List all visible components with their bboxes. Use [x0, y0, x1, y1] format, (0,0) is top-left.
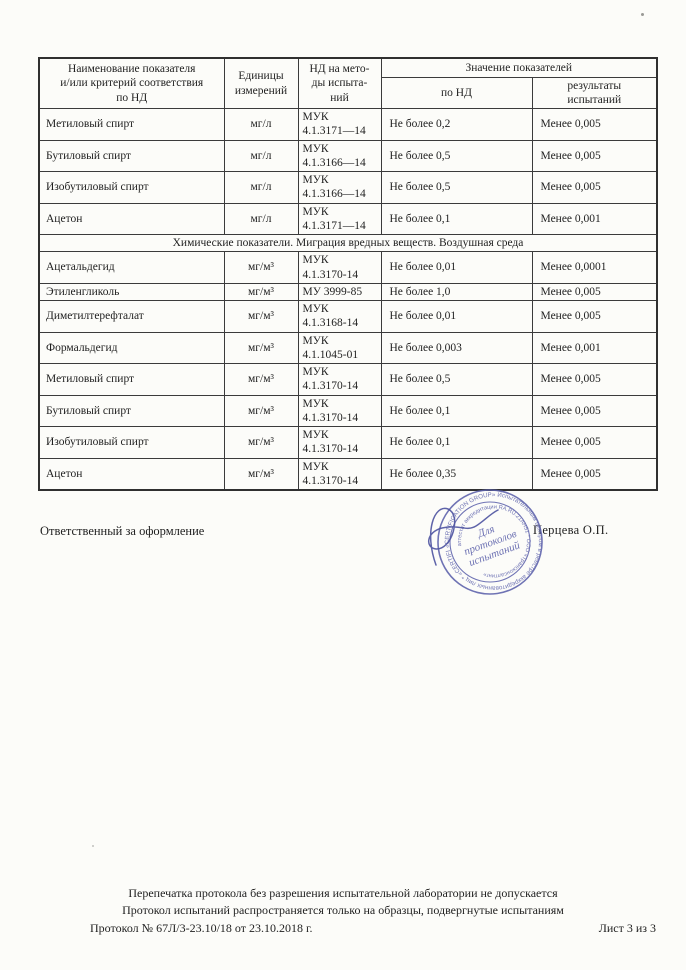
cell-norm: Не более 0,003 [380, 331, 533, 364]
cell-method: МУК 4.1.3170-14 [297, 426, 382, 459]
table-row: Метиловый спирт мг/л МУК 4.1.3171—14 Не бол… [38, 108, 658, 141]
cell-norm: Не более 0,5 [380, 139, 533, 172]
cell-result: Менее 0,001 [531, 202, 658, 235]
header-units: Единицы измерений [223, 57, 299, 109]
cell-norm: Не более 0,5 [380, 363, 533, 396]
header-method: НД на мето- ды испыта- ний [297, 57, 382, 109]
cell-method: МУК 4.1.3171—14 [297, 202, 382, 235]
cell-result: Менее 0,005 [531, 426, 658, 459]
handwritten-signature [428, 507, 499, 566]
table-row: Диметилтерефталат мг/м³ МУК 4.1.3168-14 Не … [38, 300, 658, 333]
results-table: Наименование показателя и/или критерий с… [38, 57, 659, 491]
cell-method: МУ 3999-85 [297, 282, 382, 302]
table-row: Этиленгликоль мг/м³ МУ 3999-85 Не более 1,0… [38, 282, 658, 302]
stamp-graphic: «CERTIFICATION GROUP» Испытательным цент… [401, 468, 550, 603]
cell-norm: Не более 0,1 [380, 202, 533, 235]
cell-method: МУК 4.1.3170-14 [297, 457, 382, 491]
cell-method: МУК 4.1.1045-01 [297, 331, 382, 364]
signer-name: Перцева О.П. [533, 523, 609, 537]
cell-norm: Не более 1,0 [380, 282, 533, 302]
section-row: Химические показатели. Миграция вредных … [38, 233, 658, 253]
cell-unit: мг/м³ [223, 426, 299, 459]
table-row: Бутиловый спирт мг/л МУК 4.1.3166—14 Не бол… [38, 139, 658, 172]
cell-result: Менее 0,001 [531, 331, 658, 364]
cell-norm: Не более 0,01 [380, 300, 533, 333]
cell-unit: мг/м³ [223, 394, 299, 427]
cell-name: Бутиловый спирт [38, 394, 225, 427]
cell-norm: Не более 0,01 [380, 251, 533, 284]
cell-method: МУК 4.1.3171—14 [297, 108, 382, 141]
header-by-nd: по НД [380, 76, 533, 109]
cell-result: Менее 0,0001 [531, 251, 658, 284]
section-header: Химические показатели. Миграция вредных … [38, 233, 658, 253]
cell-norm: Не более 0,5 [380, 171, 533, 204]
table-row: Ацетальдегид мг/м³ МУК 4.1.3170-14 Не более… [38, 251, 658, 284]
cell-result: Менее 0,005 [531, 171, 658, 204]
table-row: Ацетон мг/м³ МУК 4.1.3170-14 Не более 0,35 М… [38, 457, 658, 491]
cell-unit: мг/м³ [223, 331, 299, 364]
cell-norm: Не более 0,35 [380, 457, 533, 491]
scan-speck [92, 845, 94, 847]
cell-name: Диметилтерефталат [38, 300, 225, 333]
cell-unit: мг/м³ [223, 300, 299, 333]
sheet-number: Лист 3 из 3 [598, 921, 656, 935]
cell-unit: мг/л [223, 171, 299, 204]
cell-unit: мг/м³ [223, 282, 299, 302]
cell-unit: мг/м³ [223, 251, 299, 284]
cell-method: МУК 4.1.3170-14 [297, 363, 382, 396]
cell-name: Изобутиловый спирт [38, 171, 225, 204]
cell-unit: мг/л [223, 202, 299, 235]
cell-norm: Не более 0,1 [380, 426, 533, 459]
lab-stamp: «CERTIFICATION GROUP» Испытательным цент… [401, 468, 568, 605]
header-name: Наименование показателя и/или критерий с… [38, 57, 225, 109]
stamp-inner-circle [449, 501, 531, 583]
cell-unit: мг/м³ [223, 363, 299, 396]
cell-name: Ацетальдегид [38, 251, 225, 284]
cell-method: МУК 4.1.3166—14 [297, 139, 382, 172]
cell-result: Менее 0,005 [531, 363, 658, 396]
cell-unit: мг/л [223, 139, 299, 172]
cell-method: МУК 4.1.3170-14 [297, 394, 382, 427]
footer-note-1: Перепечатка протокола без разрешения исп… [128, 886, 558, 900]
scan-speck [641, 13, 644, 16]
cell-method: МУК 4.1.3168-14 [297, 300, 382, 333]
cell-method: МУК 4.1.3170-14 [297, 251, 382, 284]
cell-result: Менее 0,005 [531, 300, 658, 333]
cell-result: Менее 0,005 [531, 457, 658, 491]
table-row: Ацетон мг/л МУК 4.1.3171—14 Не более 0,1 Мен… [38, 202, 658, 235]
cell-norm: Не более 0,1 [380, 394, 533, 427]
cell-norm: Не более 0,2 [380, 108, 533, 141]
cell-name: Ацетон [38, 457, 225, 491]
cell-name: Этиленгликоль [38, 282, 225, 302]
cell-unit: мг/м³ [223, 457, 299, 491]
cell-name: Ацетон [38, 202, 225, 235]
table-body: Метиловый спирт мг/л МУК 4.1.3171—14 Не бол… [38, 108, 658, 491]
protocol-number: Протокол № 67Л/3-23.10/18 от 23.10.2018 … [90, 921, 313, 935]
cell-unit: мг/л [223, 108, 299, 141]
footer-note-2: Протокол испытаний распространяется толь… [122, 903, 564, 917]
header-values-group: Значение показателей [380, 57, 658, 78]
table-header: Наименование показателя и/или критерий с… [38, 57, 658, 109]
table-row: Изобутиловый спирт мг/л МУК 4.1.3166—14 Не … [38, 171, 658, 204]
cell-result: Менее 0,005 [531, 139, 658, 172]
cell-result: Менее 0,005 [531, 108, 658, 141]
cell-name: Изобутиловый спирт [38, 426, 225, 459]
table-row: Формальдегид мг/м³ МУК 4.1.1045-01 Не более… [38, 331, 658, 364]
cell-result: Менее 0,005 [531, 394, 658, 427]
cell-name: Формальдегид [38, 331, 225, 364]
cell-name: Метиловый спирт [38, 363, 225, 396]
header-results: результаты испытаний [531, 76, 658, 109]
cell-name: Метиловый спирт [38, 108, 225, 141]
table-row: Метиловый спирт мг/м³ МУК 4.1.3170-14 Не бо… [38, 363, 658, 396]
cell-name: Бутиловый спирт [38, 139, 225, 172]
svg-text:Для: Для [475, 523, 496, 540]
table-row: Изобутиловый спирт мг/м³ МУК 4.1.3170-14 Не… [38, 426, 658, 459]
cell-method: МУК 4.1.3166—14 [297, 171, 382, 204]
table-row: Бутиловый спирт мг/м³ МУК 4.1.3170-14 Не бо… [38, 394, 658, 427]
responsible-label: Ответственный за оформление [40, 524, 205, 538]
cell-result: Менее 0,005 [531, 282, 658, 302]
